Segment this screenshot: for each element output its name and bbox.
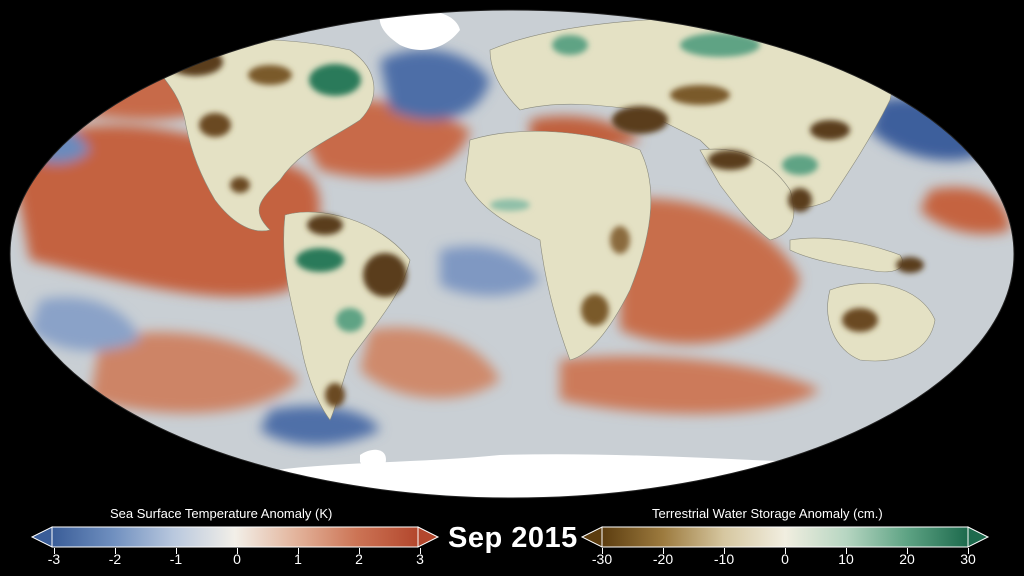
sst-tick-label: -3 [47, 551, 61, 567]
tws-tick-mark [907, 548, 908, 554]
dry-anomaly-argentina [325, 383, 345, 407]
dry-anomaly-central-america [230, 177, 250, 193]
sst-tick-label: -2 [108, 551, 122, 567]
sst-bar-right-arrow [417, 526, 440, 548]
tws-tick-label: 0 [781, 551, 789, 567]
warm-anomaly-south-indian [560, 356, 820, 414]
dry-anomaly-north-india [708, 150, 752, 170]
sst-tick-label: 0 [233, 551, 241, 567]
tws-bar [601, 526, 969, 548]
sst-tick-mark [237, 548, 238, 554]
dry-anomaly-west-us [199, 113, 231, 137]
dry-anomaly-central-asia [670, 85, 730, 105]
tws-tick-mark [785, 548, 786, 554]
dry-anomaly-australia [842, 308, 878, 332]
land-antarctic-peninsula [360, 449, 386, 470]
sst-bar-left-arrow [30, 526, 53, 548]
warm-anomaly-south-atlantic [360, 327, 500, 399]
dry-anomaly-east-africa [610, 226, 630, 254]
tws-tick-label: -30 [591, 551, 613, 567]
cool-anomaly-north-atlantic [380, 49, 490, 120]
sst-tick-mark [115, 548, 116, 554]
world-map [9, 9, 1015, 499]
sst-tick-mark [298, 548, 299, 554]
dry-anomaly-china [810, 120, 850, 140]
tws-tick-mark [846, 548, 847, 554]
dry-anomaly-brazil [363, 253, 407, 297]
sst-legend-title: Sea Surface Temperature Anomaly (K) [110, 506, 333, 521]
wet-anomaly-canada [309, 64, 361, 96]
tws-tick-label: 20 [899, 551, 915, 567]
dry-anomaly-middle-east [612, 106, 668, 134]
warm-anomaly-indian-ocean [620, 198, 800, 344]
sst-tick-label: 1 [294, 551, 302, 567]
dry-anomaly-se-asia [788, 188, 812, 212]
tws-bar-left-arrow [580, 526, 603, 548]
warm-anomaly-northeast-pacific [920, 187, 1010, 234]
tws-tick-mark [602, 548, 603, 554]
cool-anomaly-southern-ocean [30, 297, 140, 351]
land-indonesia [789, 237, 903, 273]
sst-tick-mark [176, 548, 177, 554]
tws-bar-right-arrow [967, 526, 990, 548]
wet-anomaly-south-china [782, 155, 818, 175]
cool-anomaly-equatorial-atlantic [440, 246, 540, 296]
land-new-zealand [952, 368, 973, 389]
wet-anomaly-southern-brazil [336, 308, 364, 332]
tws-tick-label: 30 [960, 551, 976, 567]
tws-tick-label: -20 [652, 551, 674, 567]
wet-anomaly-scandinavia [552, 35, 588, 55]
sst-tick-mark [420, 548, 421, 554]
tws-colorbar [580, 526, 990, 548]
tws-tick-mark [663, 548, 664, 554]
wet-anomaly-russia [680, 33, 760, 57]
sst-tick-mark [359, 548, 360, 554]
wet-anomaly-west-africa [490, 199, 530, 211]
tws-tick-mark [968, 548, 969, 554]
sst-colorbar [30, 526, 440, 548]
tws-tick-label: 10 [838, 551, 854, 567]
sst-tick-mark [54, 548, 55, 554]
tws-tick-mark [724, 548, 725, 554]
wet-anomaly-amazon [296, 248, 344, 272]
dry-anomaly-canada [248, 65, 292, 85]
sst-tick-label: 3 [416, 551, 424, 567]
sst-bar [51, 526, 419, 548]
dry-anomaly-new-guinea [896, 257, 924, 273]
warm-anomaly-south-pacific [90, 332, 300, 414]
tws-legend-title: Terrestrial Water Storage Anomaly (cm.) [652, 506, 883, 521]
sst-tick-label: -1 [169, 551, 183, 567]
land-australia [827, 283, 936, 362]
tws-anomaly-field [167, 33, 924, 407]
dry-anomaly-northern-brazil [307, 215, 343, 235]
date-label: Sep 2015 [448, 522, 578, 554]
cool-anomaly-south-pacific [260, 406, 380, 445]
dry-anomaly-southern-africa [581, 294, 609, 326]
tws-tick-label: -10 [713, 551, 735, 567]
land-greenland [379, 10, 460, 50]
sst-tick-label: 2 [355, 551, 363, 567]
globe-outline [9, 9, 1015, 499]
dry-anomaly-alaska [167, 48, 223, 76]
